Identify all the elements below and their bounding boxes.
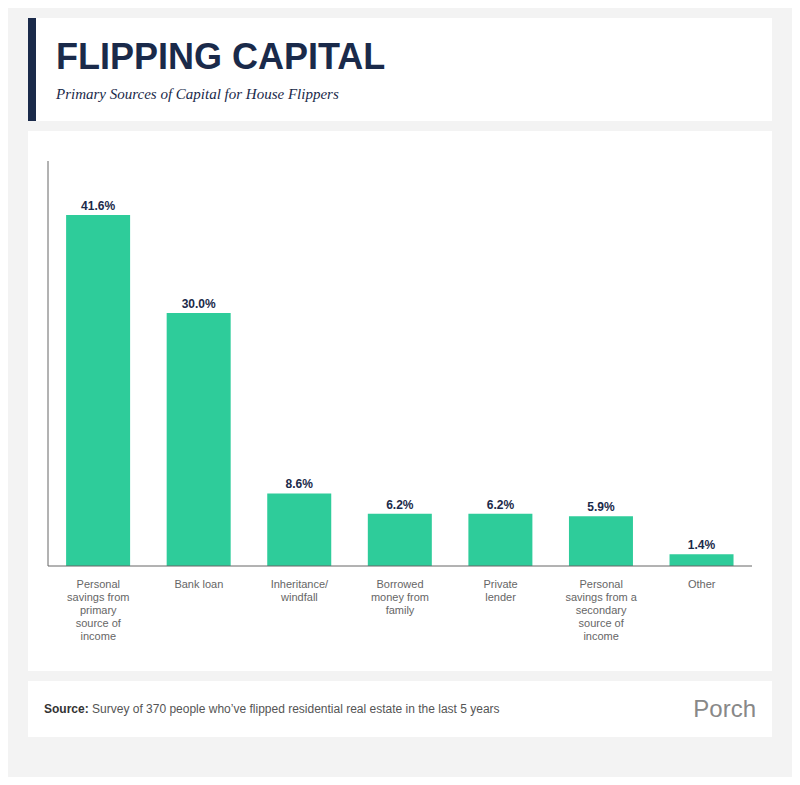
svg-text:6.2%: 6.2% [386,498,414,512]
svg-text:Borrowedmoney fromfamily: Borrowedmoney fromfamily [371,578,429,616]
svg-text:6.2%: 6.2% [487,498,515,512]
svg-text:41.6%: 41.6% [81,199,115,213]
svg-text:Personalsavings from asecondar: Personalsavings from asecondarysource of… [565,578,637,642]
html-text:Porch: Porch [693,695,756,722]
svg-text:30.0%: 30.0% [182,297,216,311]
svg-text:8.6%: 8.6% [286,477,314,491]
svg-text:Privatelender: Privatelender [483,578,517,603]
html-text:Primary Sources of Capital for: Primary Sources of Capital for House Fli… [56,86,339,102]
svg-text:Bank loan: Bank loan [174,578,223,590]
svg-text:5.9%: 5.9% [587,500,615,514]
svg-text:Other: Other [688,578,716,590]
svg-text:Inheritance/windfall: Inheritance/windfall [271,578,329,603]
html-text:FLIPPING CAPITAL: FLIPPING CAPITAL [56,36,386,77]
svg-text:Personalsavings fromprimarysou: Personalsavings fromprimarysource ofinco… [67,578,129,642]
svg-text:1.4%: 1.4% [688,538,716,552]
html-text:Source: Survey of 370 people w: Source: Survey of 370 people who’ve flip… [44,702,500,716]
